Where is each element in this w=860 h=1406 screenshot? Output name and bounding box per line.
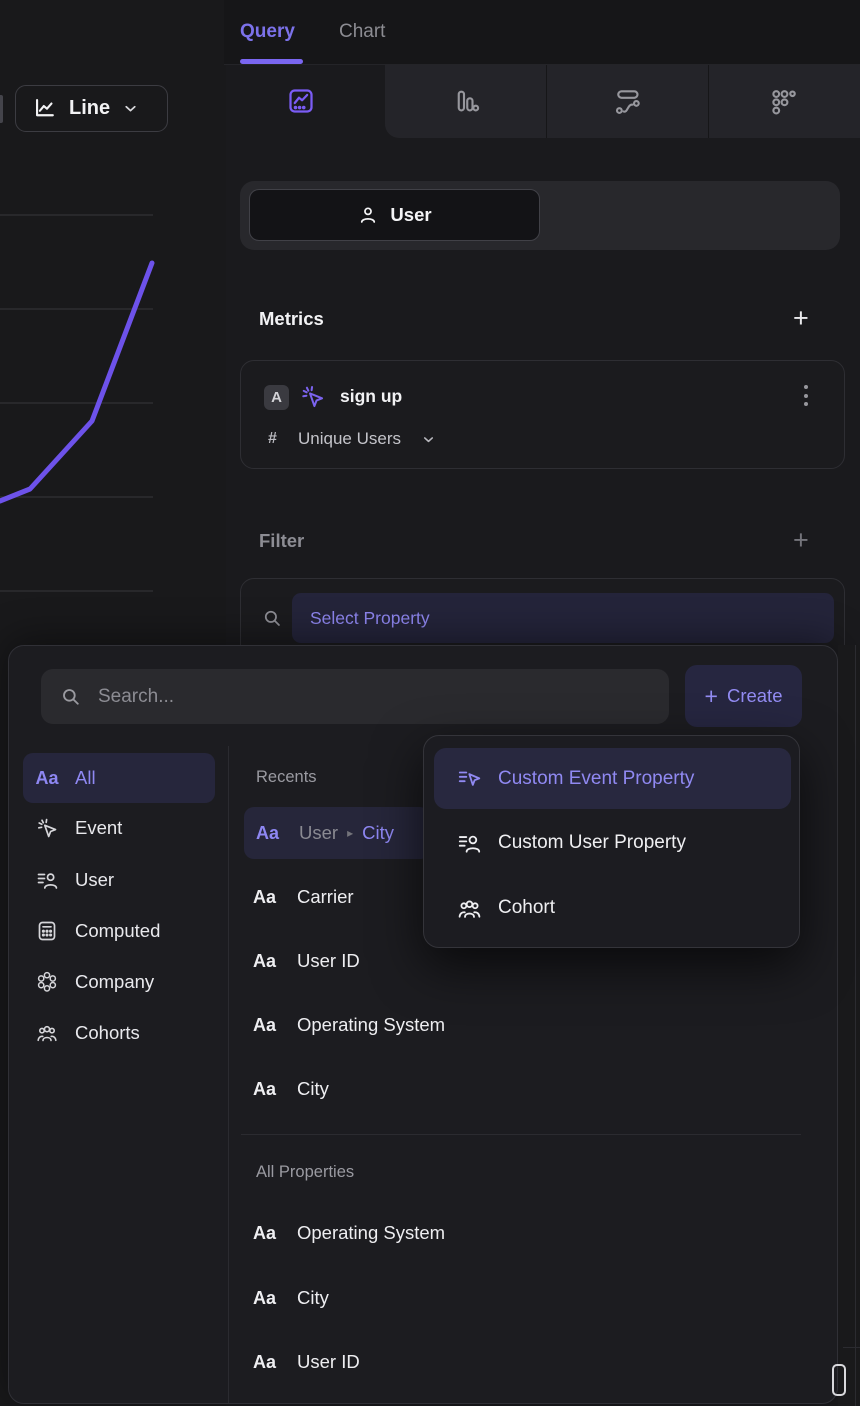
cohort-people-icon (33, 1021, 61, 1045)
tab-insights-selected[interactable] (286, 86, 316, 116)
flows-icon (612, 86, 642, 116)
section-divider (241, 1134, 801, 1135)
clipped-left-button-edge (0, 95, 3, 123)
recent-item[interactable]: Aa City (253, 1078, 329, 1099)
picker-search-input[interactable]: Search... (41, 669, 669, 724)
tab-funnels[interactable] (450, 86, 480, 116)
metric-event-name[interactable]: sign up (340, 386, 403, 406)
segment-user[interactable]: User (249, 189, 540, 241)
category-computed[interactable]: Computed (23, 906, 215, 956)
category-company[interactable]: Company (23, 957, 215, 1007)
background-divider (843, 1347, 860, 1348)
tab-flows[interactable] (612, 86, 642, 116)
calculator-icon (33, 919, 61, 943)
line-chart-icon (32, 95, 59, 122)
tab-separator (708, 65, 709, 138)
aa-badge: Aa (253, 1287, 277, 1308)
category-cohorts[interactable]: Cohorts (23, 1008, 215, 1058)
line-chart (0, 214, 155, 592)
select-property-placeholder: Select Property (310, 607, 430, 628)
event-spark-cursor-icon (33, 816, 61, 840)
cluster-flower-icon (33, 970, 61, 994)
add-filter-button[interactable]: + (793, 525, 809, 555)
metric-card: A sign up # Unique Users (240, 360, 845, 469)
search-placeholder: Search... (98, 685, 175, 707)
search-icon (261, 607, 283, 629)
chevron-down-icon (421, 432, 436, 447)
recent-item[interactable]: Aa Operating System (253, 1014, 446, 1035)
panel-header (224, 0, 860, 65)
aa-badge: Aa (256, 822, 280, 843)
kebab-menu-icon[interactable] (804, 385, 808, 406)
property-item[interactable]: Aa Operating System (253, 1222, 446, 1243)
active-tab-underline (240, 59, 303, 64)
cohort-people-icon (454, 895, 484, 922)
aa-badge: Aa (253, 1014, 277, 1035)
metrics-section-title: Metrics (259, 308, 324, 329)
hash-icon: # (268, 430, 277, 447)
aa-badge: Aa (253, 1351, 277, 1372)
select-property-input[interactable]: Select Property (292, 593, 834, 643)
aa-badge: Aa (253, 1078, 277, 1099)
property-item[interactable]: Aa User ID (253, 1351, 360, 1372)
menu-item-custom-event-property[interactable]: Custom Event Property (434, 748, 791, 809)
tab-query[interactable]: Query (240, 21, 295, 42)
plus-icon: + (704, 682, 718, 709)
aggregation-dropdown[interactable]: Unique Users (298, 429, 401, 448)
background-strip (838, 645, 860, 1406)
entity-segmented-control: User Company (240, 181, 840, 250)
retention-grid-icon (768, 86, 798, 116)
create-button[interactable]: + Create (685, 665, 802, 727)
category-event[interactable]: Event (23, 803, 215, 853)
tab-chart[interactable]: Chart (339, 21, 386, 42)
recent-item[interactable]: Aa Carrier (253, 886, 354, 907)
caret-right-icon: ▸ (347, 826, 354, 840)
metric-letter-badge: A (264, 385, 289, 410)
chart-type-dropdown-button[interactable]: Line (15, 85, 168, 132)
insights-line-icon (286, 86, 316, 116)
aa-badge: Aa (253, 886, 277, 907)
tab-separator (546, 65, 547, 138)
category-all[interactable]: Aa All (23, 753, 215, 803)
list-person-icon (454, 830, 484, 856)
recent-item-user-city[interactable]: Aa User ▸ City (244, 807, 430, 859)
segment-user-label: User (390, 204, 432, 225)
category-user[interactable]: User (23, 855, 215, 905)
bar-chart-icon (450, 86, 480, 116)
picker-divider (228, 746, 229, 1403)
filter-section-title: Filter (259, 530, 305, 551)
recents-title: Recents (256, 768, 317, 786)
property-item[interactable]: Aa City (253, 1287, 329, 1308)
aa-badge: Aa (253, 1222, 277, 1243)
add-metric-button[interactable]: + (793, 303, 809, 333)
aa-badge: Aa (35, 767, 59, 788)
person-icon (357, 204, 379, 226)
panel-edge-line (855, 645, 856, 1406)
create-menu: Custom Event Property Custom User Proper… (423, 735, 800, 948)
list-person-icon (33, 868, 61, 892)
chevron-down-icon (122, 100, 139, 117)
list-cursor-icon (454, 766, 484, 792)
recent-item[interactable]: Aa User ID (253, 950, 360, 971)
chart-type-label: Line (69, 97, 111, 119)
event-spark-cursor-icon (299, 383, 326, 410)
aa-badge: Aa (253, 950, 277, 971)
all-properties-title: All Properties (256, 1163, 355, 1181)
search-icon (59, 685, 82, 708)
clipped-key-hint (832, 1364, 846, 1396)
menu-item-custom-user-property[interactable]: Custom User Property (434, 817, 791, 869)
tab-retention[interactable] (768, 86, 798, 116)
menu-item-cohort[interactable]: Cohort (434, 882, 791, 934)
